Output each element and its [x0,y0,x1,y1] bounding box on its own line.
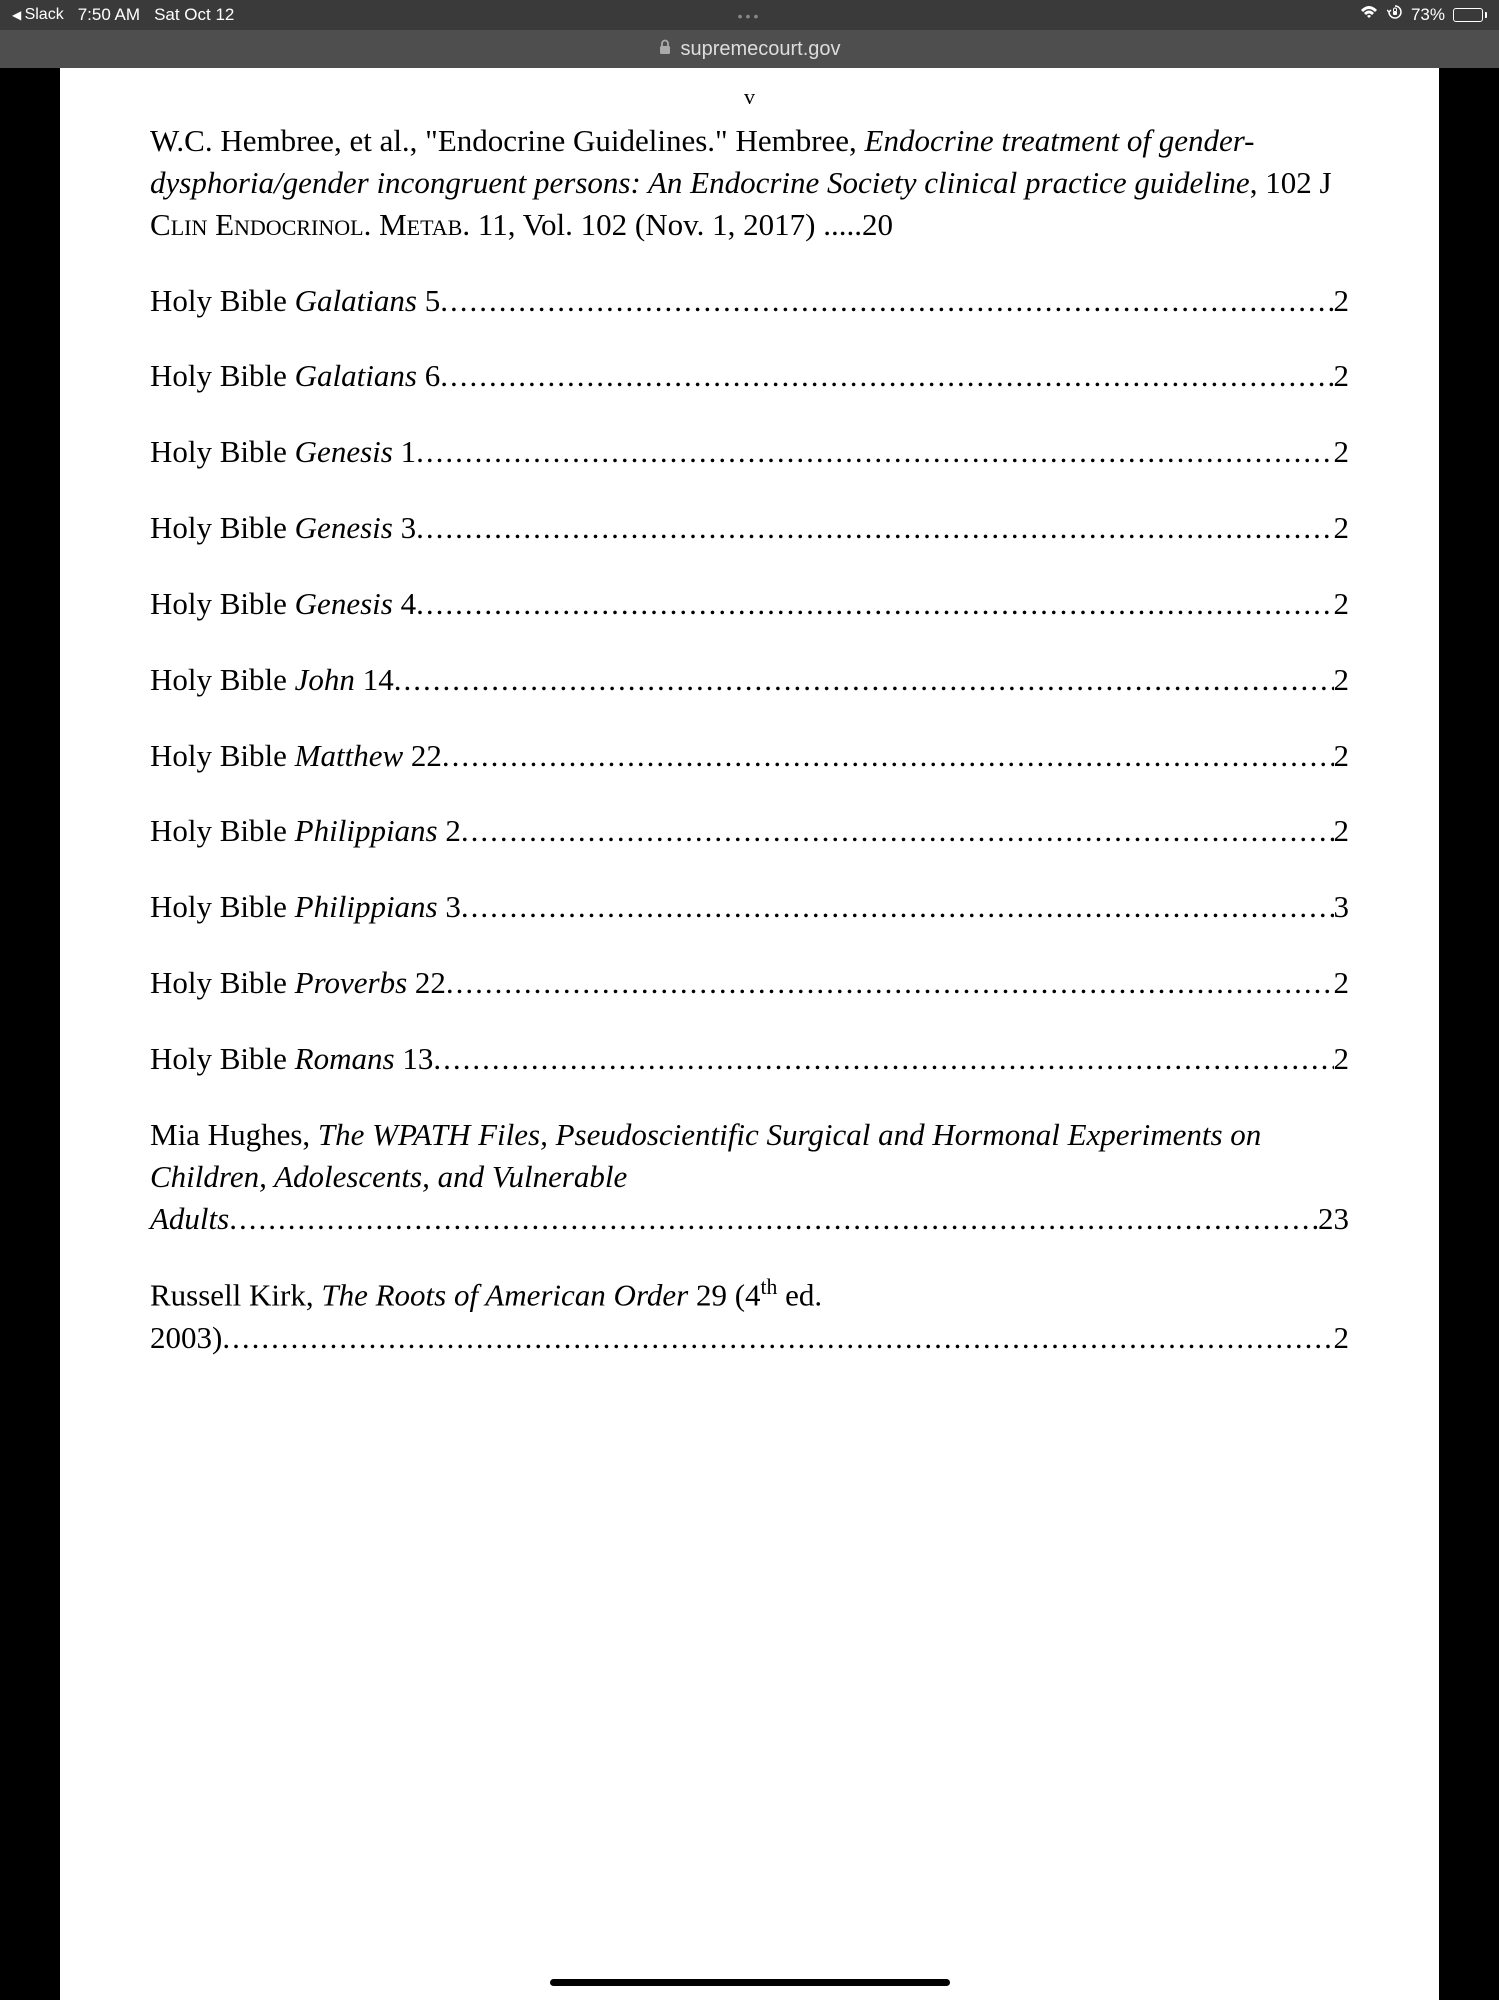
toc-dots [440,355,1333,397]
toc-entry: Holy Bible Genesis 1 2 [150,431,1349,473]
toc-dots [440,280,1333,322]
toc-page: 2 [1334,810,1350,852]
toc-dots [442,735,1334,777]
toc-page: 2 [1334,962,1350,1004]
toc-text: Holy Bible Proverbs 22 [150,962,446,1004]
toc-dots [416,507,1333,549]
toc-page: 2 [1334,507,1350,549]
document-page: v W.C. Hembree, et al., "Endocrine Guide… [60,68,1439,2000]
table-of-contents: W.C. Hembree, et al., "Endocrine Guideli… [150,120,1349,1358]
toc-entry: Russell Kirk, The Roots of American Orde… [150,1273,1349,1358]
toc-page: 2 [1334,735,1350,777]
wifi-icon [1359,6,1379,25]
toc-text: Holy Bible Galatians 5 [150,280,440,322]
toc-entry: Holy Bible Philippians 3 3 [150,886,1349,928]
battery-percent: 73% [1411,5,1445,25]
status-time: 7:50 AM [78,5,140,25]
toc-dots [416,583,1333,625]
toc-text: Holy Bible Genesis 1 [150,431,416,473]
toc-entry: Holy Bible John 14 2 [150,659,1349,701]
toc-text: Holy Bible Galatians 6 [150,355,440,397]
toc-text: Holy Bible Philippians 3 [150,886,461,928]
toc-text: Holy Bible John 14 [150,659,394,701]
status-date: Sat Oct 12 [154,5,234,25]
toc-text: Holy Bible Romans 13 [150,1038,433,1080]
orientation-lock-icon [1387,5,1403,26]
toc-page: 2 [1334,659,1350,701]
toc-entry: Holy Bible Proverbs 22 2 [150,962,1349,1004]
back-to-app[interactable]: Slack [12,6,64,24]
toc-entry: Holy Bible Galatians 6 2 [150,355,1349,397]
lock-icon [658,39,672,60]
toc-page: 2 [1334,431,1350,473]
toc-dots [446,962,1334,1004]
toc-page: 3 [1334,886,1350,928]
toc-entry: Holy Bible Genesis 4 2 [150,583,1349,625]
toc-page: 2 [1334,583,1350,625]
toc-dots [394,659,1334,701]
battery-icon [1453,8,1487,22]
toc-page: 2 [1334,1038,1350,1080]
url-domain: supremecourt.gov [680,38,840,61]
toc-dots [433,1038,1333,1080]
toc-page: 2 [1334,280,1350,322]
toc-dots [461,810,1334,852]
toc-page: 2 [1334,355,1350,397]
toc-text: Holy Bible Genesis 3 [150,507,416,549]
toc-dots [416,431,1333,473]
toc-entry: Mia Hughes, The WPATH Files, Pseudoscien… [150,1114,1349,1240]
toc-dots [461,886,1334,928]
toc-entry: Holy Bible Galatians 5 2 [150,280,1349,322]
home-indicator[interactable] [550,1979,950,1986]
toc-entry: Holy Bible Romans 13 2 [150,1038,1349,1080]
toc-text: Holy Bible Matthew 22 [150,735,442,777]
toc-text: Holy Bible Philippians 2 [150,810,461,852]
status-left: Slack 7:50 AM Sat Oct 12 [12,5,234,25]
toc-entry: Holy Bible Matthew 22 2 [150,735,1349,777]
tab-dots-icon[interactable]: ••• [738,8,762,24]
toc-entry: W.C. Hembree, et al., "Endocrine Guideli… [150,120,1349,246]
toc-text: Holy Bible Genesis 4 [150,583,416,625]
status-right: 73% [1359,5,1487,26]
page-number-marker: v [150,84,1349,110]
url-bar[interactable]: ••• supremecourt.gov [0,30,1499,68]
page-container: v W.C. Hembree, et al., "Endocrine Guide… [0,68,1499,2000]
toc-entry: Holy Bible Philippians 2 2 [150,810,1349,852]
toc-entry: Holy Bible Genesis 3 2 [150,507,1349,549]
